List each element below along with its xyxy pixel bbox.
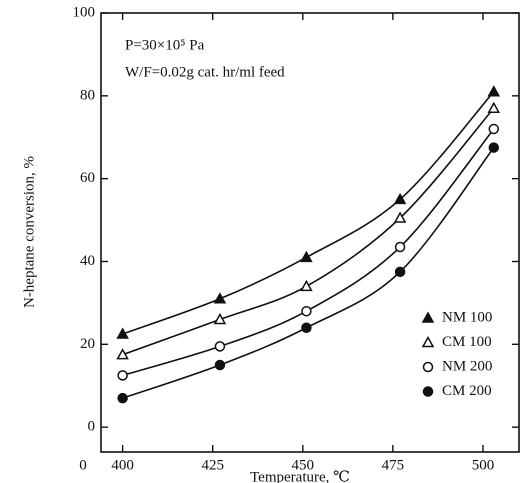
data-point (116, 327, 129, 339)
data-point (301, 305, 312, 317)
data-point (394, 266, 406, 278)
data-point (117, 370, 128, 381)
legend-marker (421, 311, 435, 323)
x-tick-label: 475 (382, 457, 405, 473)
fit-curve (122, 91, 495, 335)
data-point (213, 312, 227, 325)
legend-label: CM 100 (442, 334, 492, 350)
data-point (300, 250, 313, 263)
data-point (214, 359, 226, 371)
fit-curve (122, 147, 495, 399)
legend-label: CM 200 (442, 383, 492, 399)
y-tick-label: 20 (80, 336, 95, 352)
x-tick-label: 400 (111, 457, 134, 473)
data-point (488, 123, 500, 135)
data-point (488, 142, 500, 153)
legend-label: NM 200 (442, 358, 492, 374)
data-point (213, 292, 227, 304)
annotation: P=30×10⁵ Pa (125, 37, 205, 53)
x-tick-label: 450 (292, 457, 315, 473)
y-tick-label: 0 (88, 419, 96, 435)
data-point (117, 392, 128, 404)
x-tick-label: 425 (201, 457, 224, 473)
y-tick-label: 40 (80, 253, 95, 269)
legend-marker (422, 386, 434, 397)
fit-curve (122, 107, 495, 356)
x-origin-label: 0 (79, 457, 87, 473)
data-point (487, 85, 501, 97)
legend-marker (422, 361, 434, 373)
legend-marker (421, 335, 435, 348)
data-point (393, 211, 407, 223)
y-tick-label: 100 (73, 4, 96, 20)
x-tick-label: 500 (472, 457, 495, 473)
fit-curve (122, 128, 495, 377)
data-point (394, 241, 406, 253)
annotation: W/F=0.02g cat. hr/ml feed (125, 64, 285, 80)
data-point (487, 101, 501, 114)
y-tick-label: 60 (80, 170, 95, 186)
data-point (301, 322, 312, 334)
data-point (214, 341, 226, 352)
y-axis-label: N-heptane conversion, % (21, 156, 37, 308)
x-axis-label: Temperature, ℃ (250, 470, 350, 483)
data-point (393, 192, 407, 205)
y-tick-label: 80 (80, 87, 95, 103)
data-point (116, 348, 129, 360)
legend-label: NM 100 (442, 309, 492, 325)
data-point (300, 279, 313, 292)
plot-frame (100, 12, 520, 453)
